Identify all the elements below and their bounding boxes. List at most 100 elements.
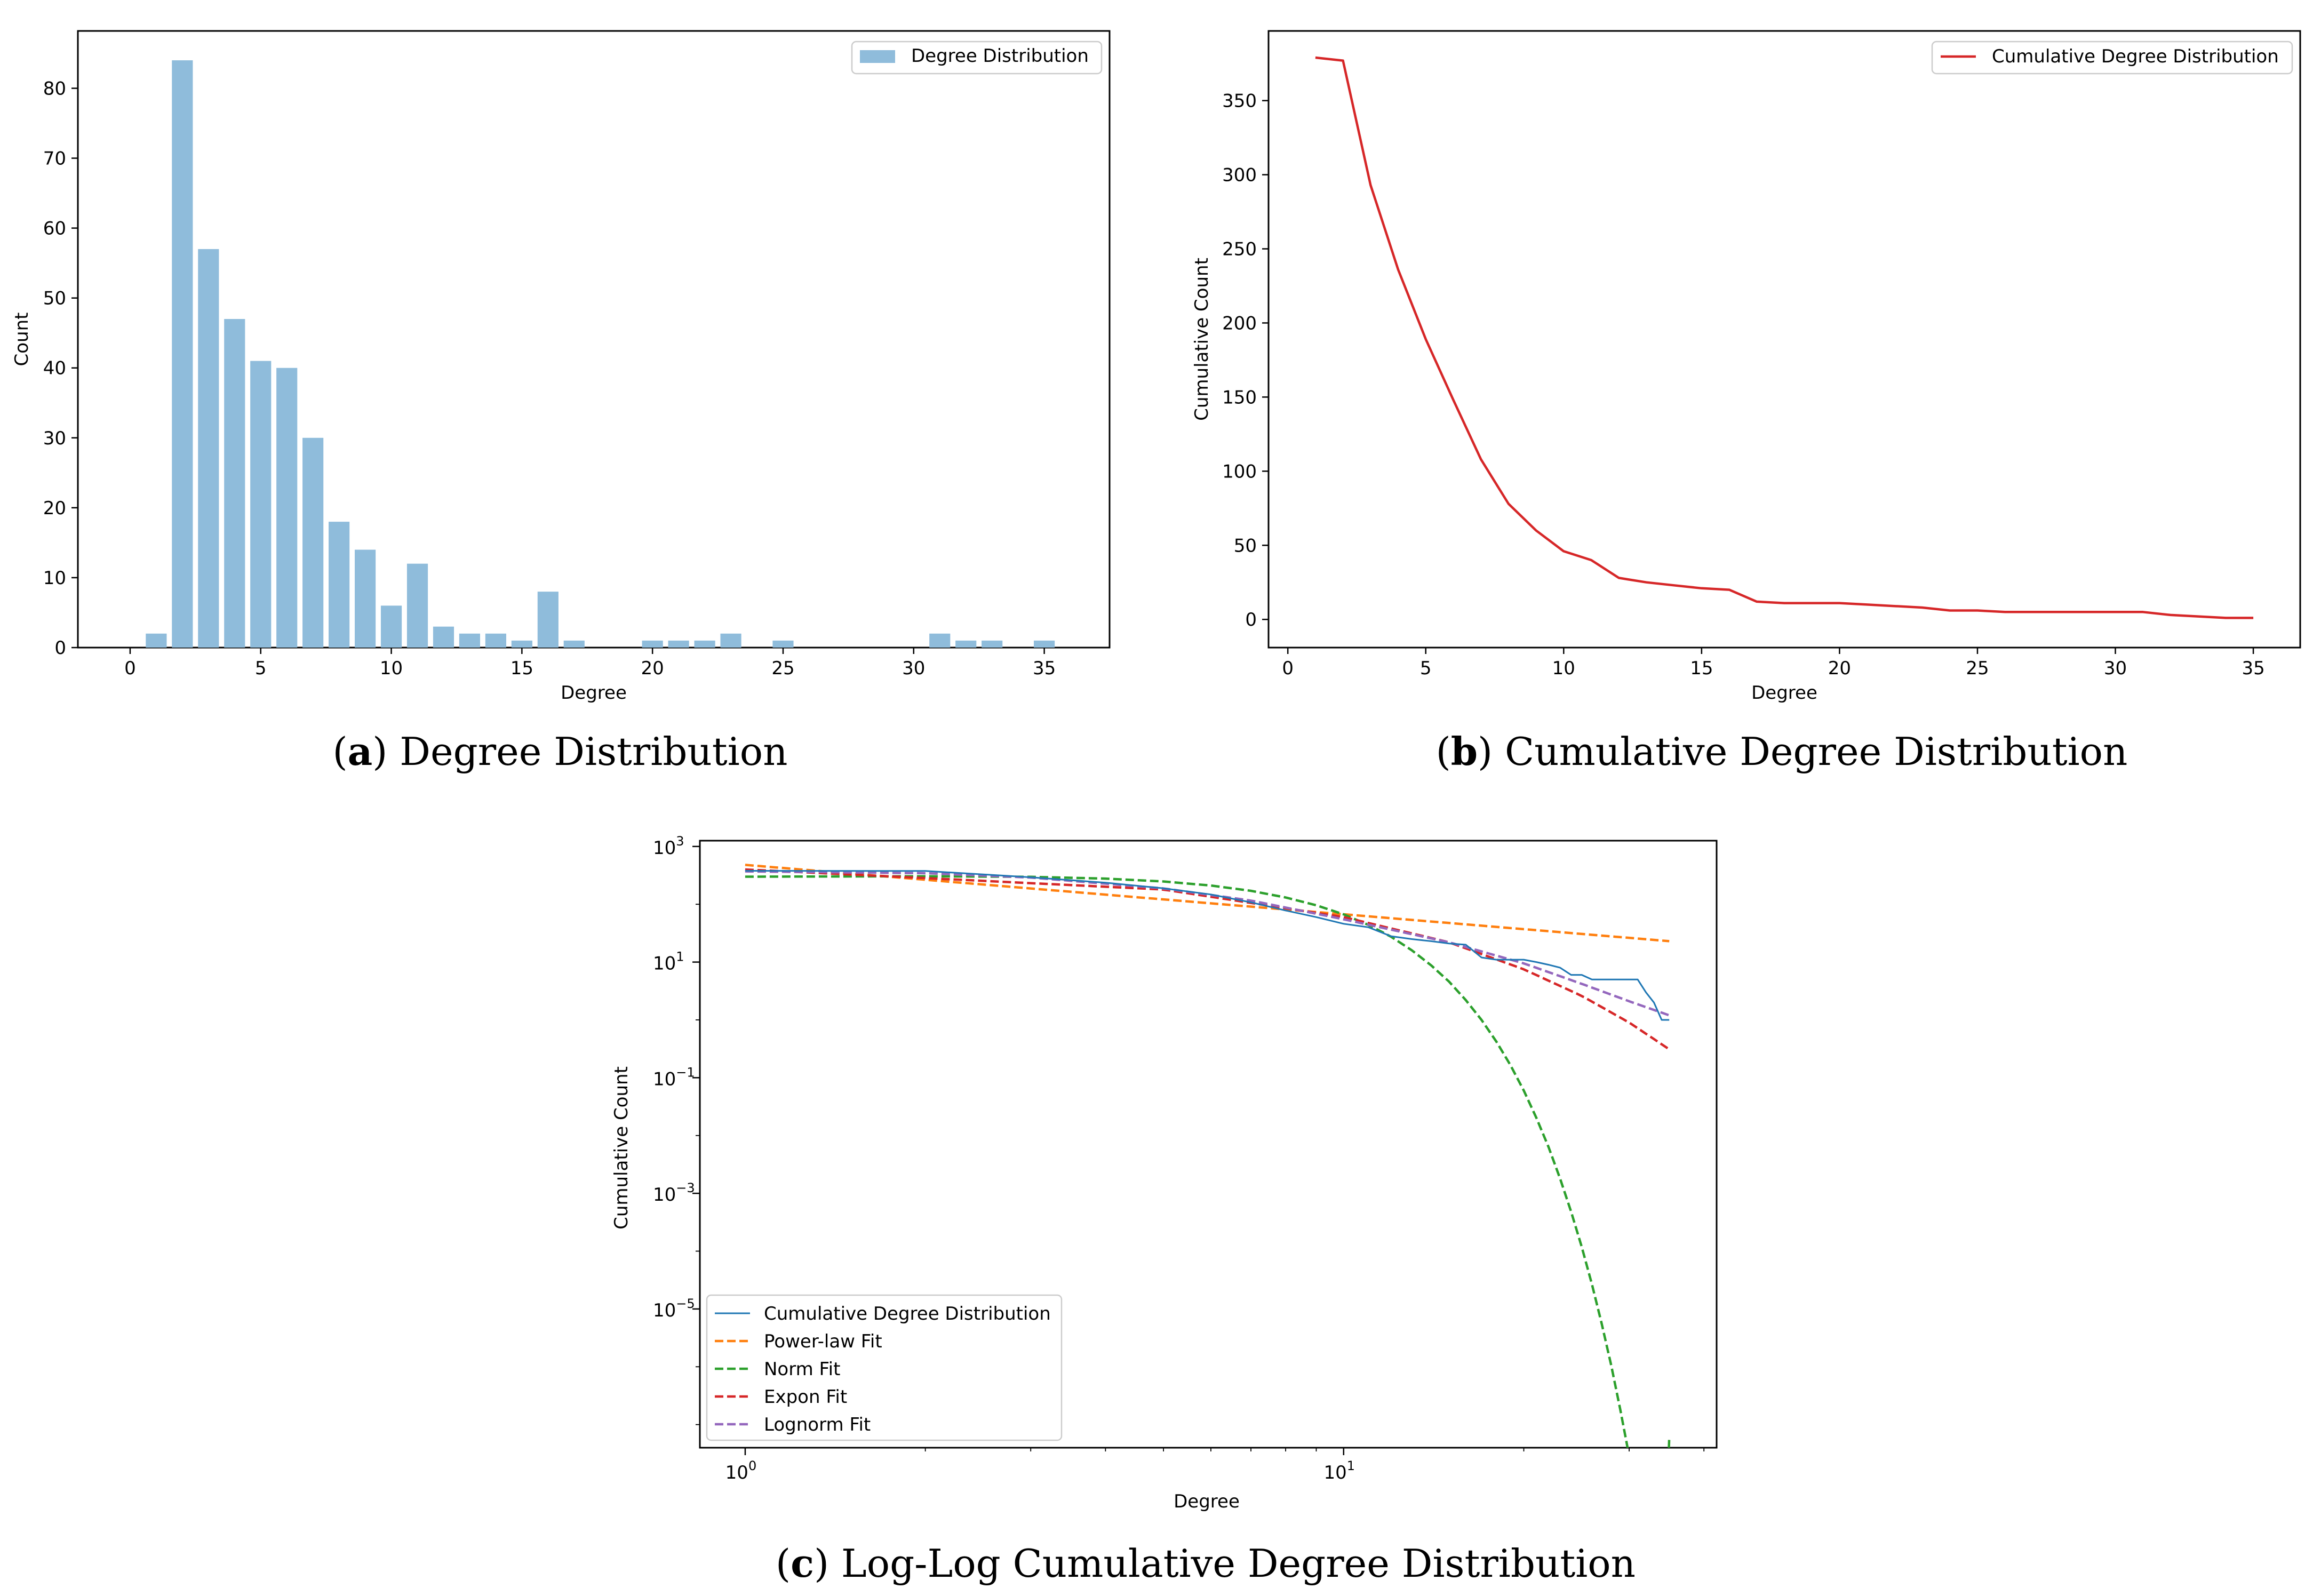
- y-tick-label: 80: [43, 78, 66, 99]
- bar-degree-10: [380, 605, 402, 648]
- panel-b-x-ticks: 0 5 10 15 20 25 30 35: [1282, 648, 2265, 679]
- y-tick-label: 70: [43, 148, 66, 170]
- series-line-lognorm-fit: [745, 870, 1670, 1017]
- panel-a-axes-frame: [77, 30, 1111, 649]
- y-tick-label: 60: [43, 218, 66, 240]
- x-tick-label: 20: [641, 658, 664, 679]
- bar-degree-13: [459, 633, 481, 648]
- bar-degree-8: [329, 522, 350, 648]
- caption-a: (a) Degree Distribution: [332, 729, 788, 774]
- bar-degree-16: [537, 592, 559, 648]
- bar-degree-21: [668, 640, 689, 648]
- y-tick-label: 350: [1222, 91, 1257, 112]
- bar-degree-7: [302, 437, 324, 648]
- y-tick-label: 0: [54, 637, 66, 659]
- bar-degree-6: [276, 368, 298, 648]
- y-tick-label: 30: [43, 428, 66, 449]
- panel-b-axes-frame: [1267, 30, 2301, 649]
- y-tick-label: 40: [43, 358, 66, 379]
- panel-c-log-log-cumulative: 100 101 103 101 10−1 10−3 10−5 Degree Cumulat…: [611, 834, 1718, 1512]
- caption-c-letter: c: [791, 1541, 814, 1586]
- panel-a-degree-distribution: 0 5 10 15 20 25 30 35 0 10 20 30 40 50 60 70 80 Degree …: [11, 30, 1111, 704]
- bar-degree-25: [772, 640, 794, 648]
- caption-b-text: Cumulative Degree Distribution: [1505, 729, 2128, 774]
- panel-a-legend: Degree Distribution: [851, 41, 1103, 75]
- bar-degree-15: [511, 640, 532, 648]
- caption-a-letter: a: [347, 729, 373, 774]
- x-tick-label: 35: [1033, 658, 1056, 679]
- y-tick-label: 150: [1222, 387, 1257, 408]
- panel-c-axes-frame: [699, 840, 1718, 1449]
- bar-degree-11: [406, 563, 428, 648]
- bar-degree-14: [485, 633, 506, 648]
- x-tick-label: 10: [1552, 658, 1575, 679]
- x-tick-label: 30: [2104, 658, 2127, 679]
- y-tick-label: 101: [653, 949, 684, 975]
- caption-b: (b) Cumulative Degree Distribution: [1435, 729, 2128, 774]
- bar-degree-3: [198, 249, 219, 648]
- panel-c-legend-box: [706, 1294, 1063, 1441]
- panel-c-series-lines: [745, 864, 1671, 1448]
- panel-a-x-axis-label: Degree: [561, 682, 627, 704]
- y-tick-label: 200: [1222, 313, 1257, 334]
- x-tick-label: 0: [124, 658, 136, 679]
- panel-c-y-ticks: 103 101 10−1 10−3 10−5: [653, 834, 700, 1425]
- caption-c-text: Log-Log Cumulative Degree Distribution: [841, 1541, 1636, 1586]
- panel-c-x-axis-label: Degree: [1174, 1491, 1240, 1512]
- bar-degree-2: [172, 60, 193, 648]
- panel-a-legend-box: [851, 41, 1103, 75]
- x-tick-label: 30: [902, 658, 925, 679]
- panel-b-legend-box: [1931, 41, 2293, 75]
- y-tick-label: 10−5: [653, 1296, 695, 1321]
- panel-a-y-axis-label: Count: [11, 313, 33, 366]
- panel-b-y-ticks: 0 50 100 150 200 250 300 350: [1222, 91, 1269, 631]
- y-tick-label: 10−1: [653, 1065, 695, 1090]
- legend-label-2: Power-law Fit: [764, 1331, 882, 1352]
- x-tick-label: 25: [771, 658, 794, 679]
- y-tick-label: 300: [1222, 165, 1257, 186]
- y-tick-label: 103: [653, 834, 684, 859]
- bar-degree-31: [929, 633, 951, 648]
- y-tick-label: 100: [1222, 461, 1257, 482]
- y-tick-label: 50: [1234, 535, 1257, 556]
- panel-b-x-axis-label: Degree: [1751, 682, 1817, 704]
- y-tick-label: 20: [43, 498, 66, 519]
- series-line-expon-fit: [745, 868, 1670, 1050]
- x-tick-label: 15: [511, 658, 533, 679]
- bar-degree-5: [250, 361, 272, 648]
- y-tick-label: 10: [43, 568, 66, 589]
- x-tick-label: 0: [1282, 658, 1294, 679]
- bar-degree-22: [694, 640, 715, 648]
- y-tick-label: 0: [1245, 609, 1257, 631]
- x-tick-label: 20: [1828, 658, 1851, 679]
- panel-c-x-ticks: 100 101: [725, 1448, 1705, 1483]
- panel-c-legend: Cumulative Degree Distribution Power-law …: [706, 1294, 1063, 1441]
- x-tick-label: 25: [1966, 658, 1989, 679]
- y-tick-label: 50: [43, 288, 66, 309]
- panel-a-bars: [146, 60, 1055, 648]
- panel-c-y-axis-label: Cumulative Count: [611, 1066, 632, 1230]
- bar-degree-9: [354, 549, 376, 648]
- bar-degree-23: [720, 633, 741, 648]
- panel-a-x-ticks: 0 5 10 15 20 25 30 35: [124, 648, 1056, 679]
- panel-a-legend-swatch: [860, 50, 895, 63]
- x-tick-label: 5: [255, 658, 267, 679]
- legend-label-1: Cumulative Degree Distribution: [764, 1303, 1051, 1324]
- x-tick-label: 10: [380, 658, 403, 679]
- bar-degree-32: [955, 640, 977, 648]
- y-tick-label: 250: [1222, 238, 1257, 260]
- x-tick-label: 100: [725, 1458, 757, 1483]
- panel-b-cumulative-degree-distribution: 0 5 10 15 20 25 30 35 0 50 100 150 200 250 300 350 Deg…: [1191, 30, 2301, 704]
- x-tick-label: 15: [1690, 658, 1713, 679]
- bar-degree-20: [642, 640, 663, 648]
- panel-a-y-ticks: 0 10 20 30 40 50 60 70 80: [43, 78, 78, 659]
- panel-b-legend: Cumulative Degree Distribution: [1931, 41, 2293, 75]
- panel-b-y-axis-label: Cumulative Count: [1191, 258, 1213, 421]
- series-line-norm-fit: [745, 875, 1671, 1448]
- panel-b-cumulative-line: [1315, 56, 2254, 619]
- x-tick-label: 101: [1324, 1458, 1355, 1483]
- y-tick-label: 10−3: [653, 1180, 695, 1206]
- legend-label-4: Expon Fit: [764, 1386, 847, 1408]
- bar-degree-17: [563, 640, 585, 648]
